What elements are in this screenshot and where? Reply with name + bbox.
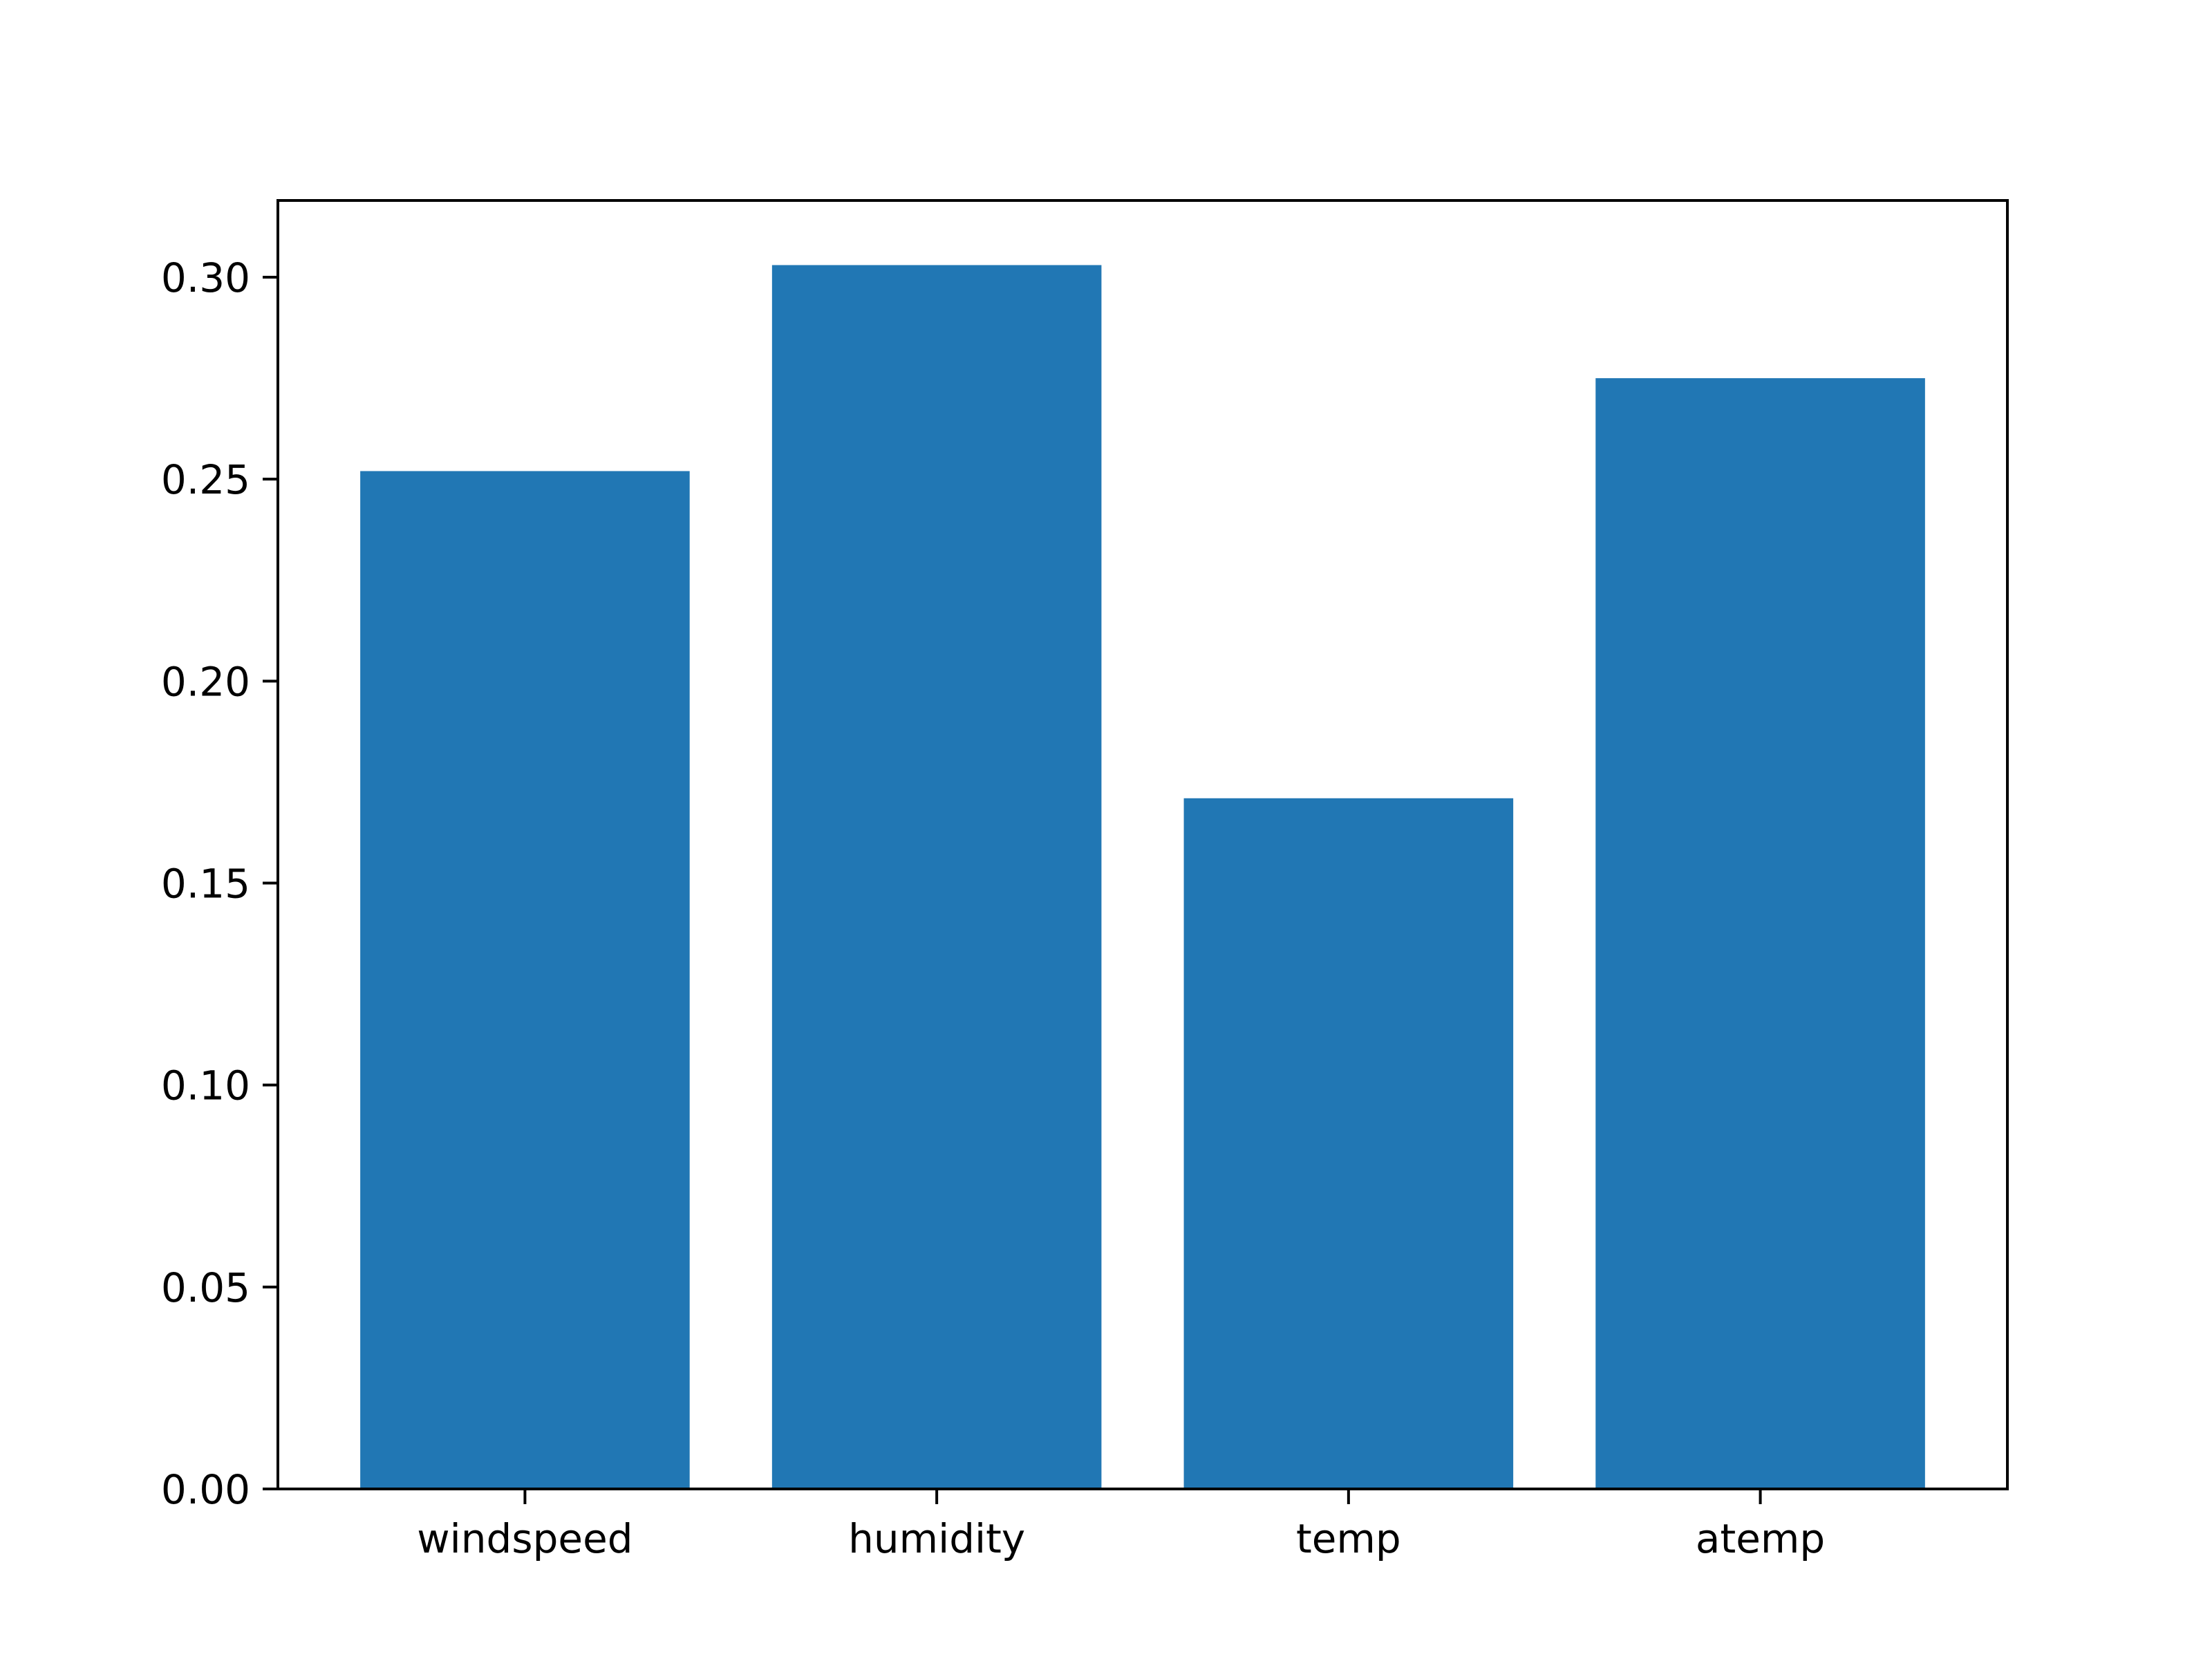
y-tick-label: 0.25 <box>161 456 250 503</box>
y-tick-label: 0.10 <box>161 1062 250 1109</box>
y-tick-label: 0.15 <box>161 861 250 908</box>
plot-frame <box>276 199 2009 1490</box>
bar-humidity <box>771 265 1102 1489</box>
bar-atemp <box>1595 378 1925 1489</box>
x-tick-label: windspeed <box>417 1515 632 1562</box>
y-tick-label: 0.05 <box>161 1264 250 1311</box>
x-tick-label: temp <box>1296 1515 1401 1562</box>
y-axis-ticks: 0.00 0.05 0.10 0.15 0.20 0.25 0.30 <box>161 254 278 1513</box>
bars-group <box>360 265 1925 1489</box>
bar-windspeed <box>360 471 690 1489</box>
x-axis-ticks: windspeed humidity temp atemp <box>417 1489 1825 1562</box>
bar-temp <box>1183 798 1514 1489</box>
y-tick-label: 0.20 <box>161 658 250 705</box>
y-tick-label: 0.30 <box>161 254 250 301</box>
y-tick-label: 0.00 <box>161 1466 250 1513</box>
x-tick-label: atemp <box>1696 1515 1825 1562</box>
x-tick-label: humidity <box>848 1515 1025 1562</box>
